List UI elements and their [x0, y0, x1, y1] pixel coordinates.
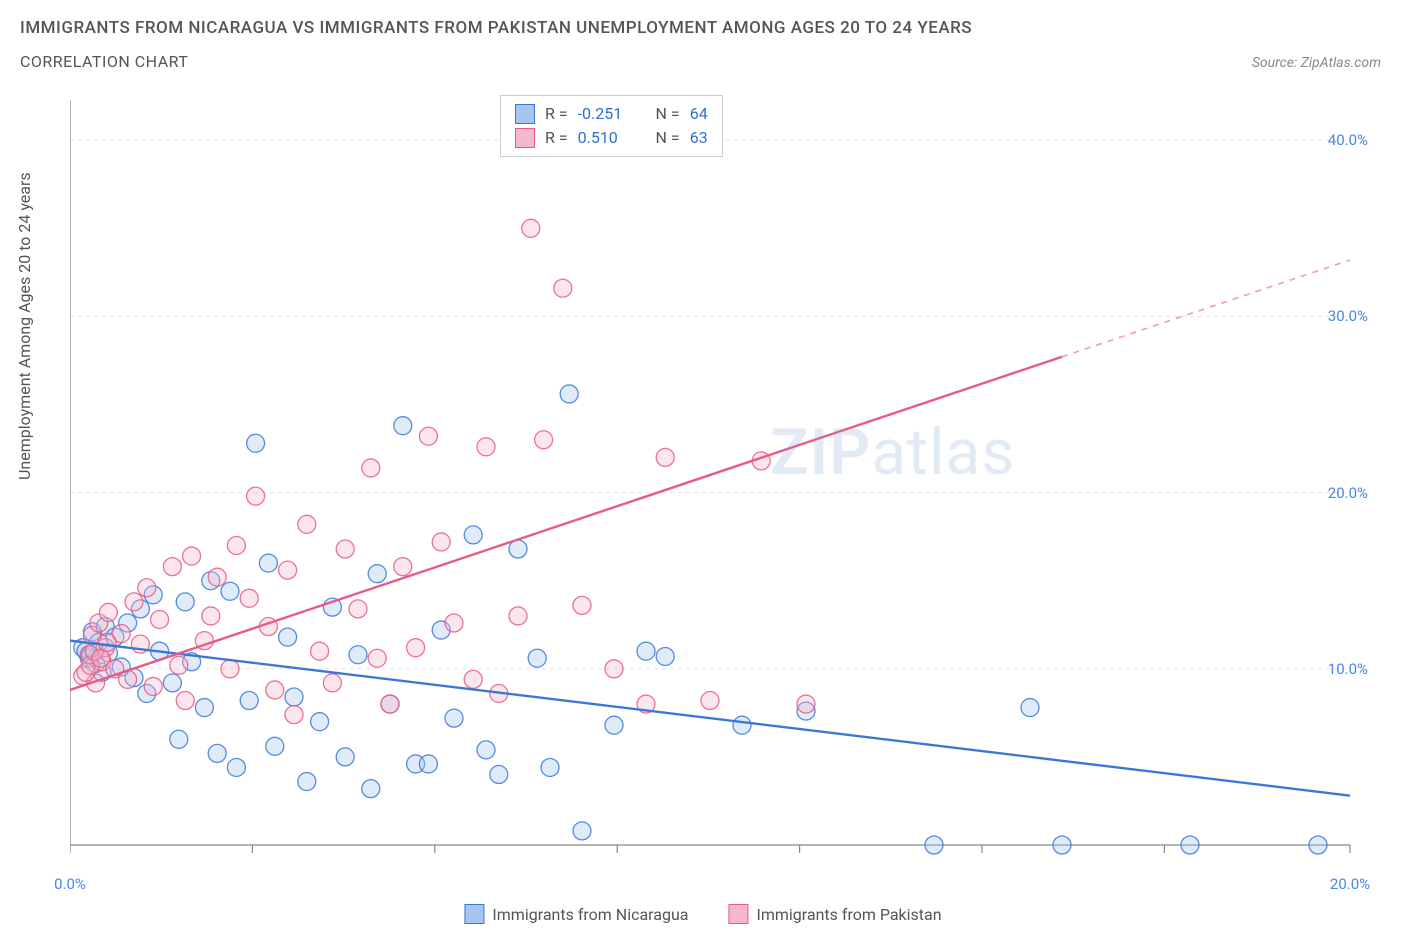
stats-legend-row: R = 0.510 N = 63 — [515, 126, 708, 150]
y-tick-label: 10.0% — [1328, 660, 1368, 678]
stats-n-label: N = — [648, 102, 680, 126]
y-tick-label: 20.0% — [1328, 484, 1368, 502]
legend-swatch-pakistan — [728, 904, 748, 924]
scatter-plot-svg — [70, 95, 1380, 865]
stats-n-value: 64 — [690, 102, 708, 126]
stats-legend-row: R = -0.251 N = 64 — [515, 102, 708, 126]
legend-label-nicaragua: Immigrants from Nicaragua — [492, 905, 688, 924]
legend-item-nicaragua: Immigrants from Nicaragua — [464, 904, 688, 924]
stats-r-label: R = — [545, 102, 568, 126]
y-axis-title: Unemployment Among Ages 20 to 24 years — [15, 172, 34, 480]
stats-swatch — [515, 128, 535, 148]
stats-n-label: N = — [648, 126, 680, 150]
legend-item-pakistan: Immigrants from Pakistan — [728, 904, 941, 924]
legend-label-pakistan: Immigrants from Pakistan — [756, 905, 941, 924]
source-attribution: Source: ZipAtlas.com — [1252, 55, 1381, 71]
chart-title-block: IMMIGRANTS FROM NICARAGUA VS IMMIGRANTS … — [20, 18, 972, 71]
legend-swatch-nicaragua — [464, 904, 484, 924]
y-tick-label: 40.0% — [1328, 131, 1368, 149]
chart-title-line2: CORRELATION CHART — [20, 52, 972, 71]
stats-r-value: -0.251 — [578, 102, 638, 126]
correlation-stats-legend: R = -0.251 N = 64 R = 0.510 N = 63 — [500, 95, 723, 157]
stats-r-label: R = — [545, 126, 568, 150]
stats-n-value: 63 — [690, 126, 708, 150]
x-tick-label: 0.0% — [54, 875, 86, 893]
chart-title-line1: IMMIGRANTS FROM NICARAGUA VS IMMIGRANTS … — [20, 18, 972, 38]
y-tick-label: 30.0% — [1328, 307, 1368, 325]
chart-plot-area: R =-0.251 N =64R =0.510 N =63 ZIPatlas 1… — [70, 95, 1380, 865]
stats-swatch — [515, 104, 535, 124]
stats-r-value: 0.510 — [578, 126, 638, 150]
x-tick-label: 20.0% — [1330, 875, 1370, 893]
series-legend: Immigrants from Nicaragua Immigrants fro… — [464, 904, 941, 924]
